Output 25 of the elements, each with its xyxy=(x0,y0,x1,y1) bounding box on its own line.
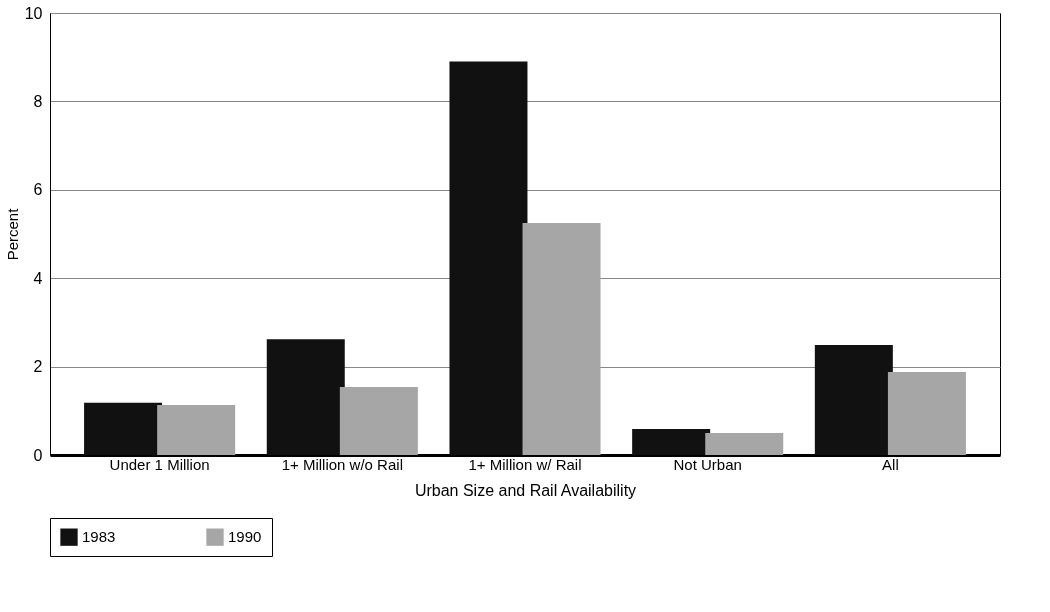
x-tick-label: All xyxy=(882,455,899,473)
bar xyxy=(84,402,163,455)
y-tick-label: 10 xyxy=(24,4,43,22)
bar xyxy=(266,339,345,455)
x-tick-label: Not Urban xyxy=(673,455,742,473)
bar xyxy=(705,432,784,455)
bar xyxy=(814,344,893,455)
y-tick-label: 2 xyxy=(33,358,43,376)
y-axis-title: Percent xyxy=(3,207,21,261)
y-tick-label: 4 xyxy=(33,269,43,287)
bar xyxy=(339,386,418,455)
legend-label: 1983 xyxy=(82,528,116,546)
bar xyxy=(522,222,601,455)
x-tick-label: 1+ Million w/o Rail xyxy=(281,455,403,473)
bar xyxy=(449,61,528,455)
x-tick-label: 1+ Million w/ Rail xyxy=(468,455,582,473)
y-tick-label: 6 xyxy=(33,181,43,199)
bar xyxy=(157,405,236,455)
y-tick-label: 8 xyxy=(33,92,43,110)
legend-label: 1990 xyxy=(228,528,262,546)
bar xyxy=(887,371,966,455)
x-axis-title: Urban Size and Rail Availability xyxy=(414,481,637,499)
y-tick-label: 0 xyxy=(33,446,43,464)
bar xyxy=(632,428,711,455)
x-tick-label: Under 1 Million xyxy=(109,455,210,473)
